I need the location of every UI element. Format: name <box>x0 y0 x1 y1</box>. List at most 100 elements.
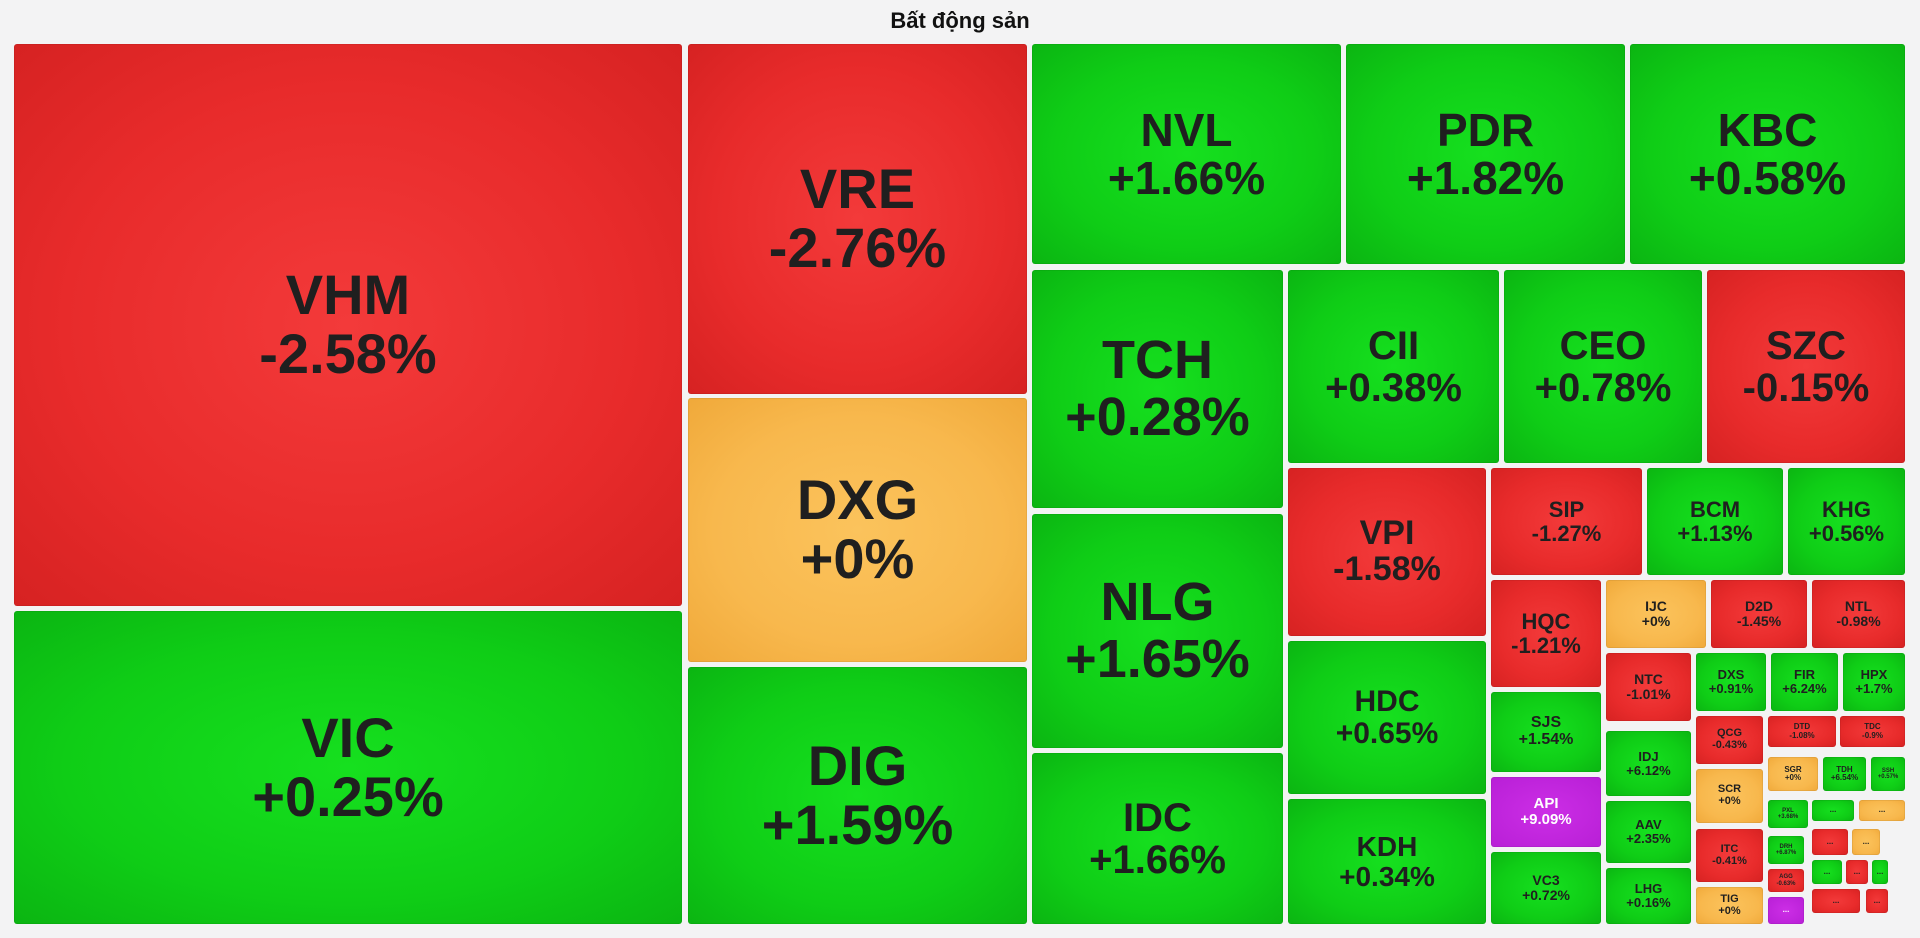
tile-change: +0.78% <box>1534 365 1672 410</box>
tile-change: +0% <box>800 527 915 590</box>
tile-symbol: NTC <box>1634 671 1663 688</box>
tile-symbol: API <box>1533 795 1559 813</box>
tile-symbol: SCR <box>1717 783 1742 796</box>
tile-change: +1.13% <box>1677 520 1753 546</box>
tile-change: +1.66% <box>1107 152 1266 204</box>
tile-symbol: TCH <box>1102 330 1213 391</box>
treemap-tile[interactable]: SZC -0.15% <box>1707 270 1905 463</box>
tile-change: +0.38% <box>1325 365 1462 410</box>
tile-symbol: HDC <box>1354 685 1420 718</box>
treemap-tile[interactable]: SCR +0% <box>1696 769 1763 823</box>
treemap-tile[interactable]: ITC -0.41% <box>1696 829 1763 882</box>
treemap-tile[interactable]: SIP -1.27% <box>1491 468 1642 575</box>
treemap-tile[interactable]: DRH +6.87% <box>1768 836 1804 864</box>
tile-change: +0.57% <box>1877 774 1899 780</box>
tile-symbol: SZC <box>1766 323 1846 368</box>
tile-symbol: PDR <box>1436 103 1535 156</box>
treemap-tile[interactable]: KHG +0.56% <box>1788 468 1905 575</box>
treemap-tile[interactable]: SGR +0% <box>1768 757 1818 791</box>
treemap-tile[interactable]: AAV +2.35% <box>1606 801 1691 863</box>
treemap-tile[interactable]: KDH +0.34% <box>1288 799 1486 924</box>
tile-symbol: ... <box>1853 866 1861 876</box>
tile-change: +0% <box>1641 613 1671 629</box>
tile-change: +1.59% <box>761 792 954 856</box>
treemap-tile[interactable]: ... <box>1812 800 1854 821</box>
tile-change: +0% <box>1718 904 1741 917</box>
treemap-tile[interactable]: NTL -0.98% <box>1812 580 1905 648</box>
treemap-tile[interactable]: LHG +0.16% <box>1606 868 1691 924</box>
tile-change: +0% <box>1784 773 1802 782</box>
tile-change: -1.58% <box>1333 550 1441 588</box>
tile-change: +0.72% <box>1522 887 1570 903</box>
treemap-tile[interactable]: PDR +1.82% <box>1346 44 1625 264</box>
tile-change: +0.91% <box>1708 681 1754 696</box>
tile-change: -2.76% <box>768 216 947 279</box>
treemap-tile[interactable]: API +9.09% <box>1491 777 1601 847</box>
tile-symbol: D2D <box>1744 598 1773 615</box>
tile-change: -0.41% <box>1712 854 1747 867</box>
treemap-tile[interactable]: NTC -1.01% <box>1606 653 1691 721</box>
treemap-tile[interactable]: ... <box>1812 889 1860 913</box>
tile-symbol: TDH <box>1836 764 1853 774</box>
tile-change: -1.01% <box>1626 686 1671 702</box>
treemap-tile[interactable]: IJC +0% <box>1606 580 1706 648</box>
treemap-tile[interactable]: VRE -2.76% <box>688 44 1027 394</box>
treemap-tile[interactable]: HPX +1.7% <box>1843 653 1905 711</box>
treemap-tile[interactable]: KBC +0.58% <box>1630 44 1905 264</box>
treemap-tile[interactable]: IDJ +6.12% <box>1606 731 1691 796</box>
treemap-tile[interactable]: PXL +3.68% <box>1768 800 1808 828</box>
treemap-tile[interactable]: DXG +0% <box>688 398 1027 662</box>
treemap-tile[interactable]: ... <box>1812 829 1848 855</box>
treemap-tile[interactable]: ... <box>1768 897 1804 924</box>
treemap-tile[interactable]: SJS +1.54% <box>1491 692 1601 772</box>
tile-symbol: KHG <box>1822 497 1871 523</box>
treemap-tile[interactable]: IDC +1.66% <box>1032 753 1283 924</box>
treemap-tile[interactable]: ... <box>1852 829 1880 855</box>
tile-symbol: NVL <box>1140 103 1233 156</box>
treemap-tile[interactable]: VIC +0.25% <box>14 611 682 924</box>
tile-symbol: ... <box>1832 895 1840 905</box>
treemap-tile[interactable]: AGG -0.63% <box>1768 869 1804 892</box>
tile-symbol: NLG <box>1100 572 1215 633</box>
treemap-tile[interactable]: D2D -1.45% <box>1711 580 1807 648</box>
tile-symbol: PXL <box>1782 807 1794 814</box>
treemap-tile[interactable]: DXS +0.91% <box>1696 653 1766 711</box>
treemap-tile[interactable]: HQC -1.21% <box>1491 580 1601 687</box>
treemap-tile[interactable]: ... <box>1846 860 1868 884</box>
treemap-tile[interactable]: TDH +6.54% <box>1823 757 1866 791</box>
tile-symbol: TIG <box>1720 892 1739 905</box>
treemap-tile[interactable]: QCG -0.43% <box>1696 716 1763 764</box>
treemap-tile[interactable]: FIR +6.24% <box>1771 653 1838 711</box>
treemap-tile[interactable]: DTD -1.08% <box>1768 716 1836 747</box>
treemap-tile[interactable]: CEO +0.78% <box>1504 270 1702 463</box>
tile-symbol: IJC <box>1645 598 1667 615</box>
tile-symbol: VRE <box>799 157 916 221</box>
tile-symbol: HQC <box>1521 609 1571 635</box>
treemap-tile[interactable]: ... <box>1812 860 1842 884</box>
treemap-tile[interactable]: HDC +0.65% <box>1288 641 1486 794</box>
treemap-tile[interactable]: BCM +1.13% <box>1647 468 1783 575</box>
treemap-tile[interactable]: ... <box>1859 800 1905 821</box>
treemap-tile[interactable]: TIG +0% <box>1696 887 1763 924</box>
tile-symbol: CEO <box>1559 323 1647 368</box>
treemap-tile[interactable]: ... <box>1866 889 1888 913</box>
tile-symbol: IDJ <box>1638 748 1659 764</box>
treemap-tile[interactable]: NLG +1.65% <box>1032 514 1283 748</box>
treemap-tile[interactable]: TDC -0.9% <box>1840 716 1905 747</box>
treemap-tile[interactable]: VHM -2.58% <box>14 44 682 606</box>
treemap-tile[interactable]: DIG +1.59% <box>688 667 1027 924</box>
treemap-tile[interactable]: TCH +0.28% <box>1032 270 1283 508</box>
tile-symbol: DXG <box>796 468 919 532</box>
treemap-tile[interactable]: SSH +0.57% <box>1871 757 1905 791</box>
tile-symbol: HPX <box>1860 667 1888 683</box>
treemap-tile[interactable]: NVL +1.66% <box>1032 44 1341 264</box>
treemap-tile[interactable]: VC3 +0.72% <box>1491 852 1601 924</box>
treemap-tile[interactable]: VPI -1.58% <box>1288 468 1486 636</box>
treemap-tile[interactable]: CII +0.38% <box>1288 270 1499 463</box>
treemap-tile[interactable]: ... <box>1872 860 1888 884</box>
tile-change: -0.98% <box>1836 613 1881 629</box>
tile-change: -1.08% <box>1789 730 1815 740</box>
tile-change: +0.16% <box>1626 895 1671 910</box>
tile-change: +1.82% <box>1406 152 1565 204</box>
